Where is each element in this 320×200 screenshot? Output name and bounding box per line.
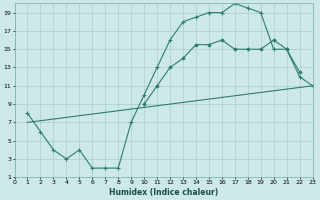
X-axis label: Humidex (Indice chaleur): Humidex (Indice chaleur) bbox=[109, 188, 218, 197]
